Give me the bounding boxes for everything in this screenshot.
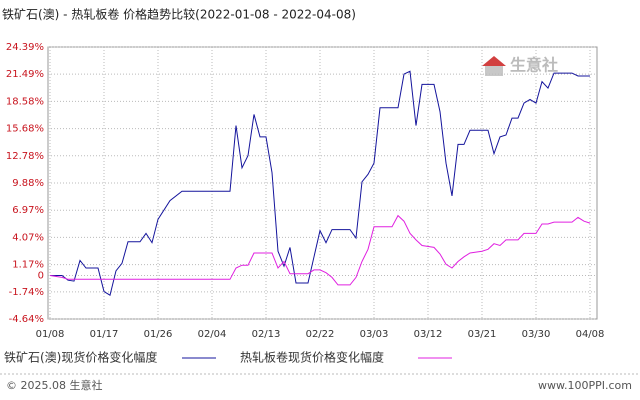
x-tick-label: 01/26: [144, 329, 173, 340]
x-tick-label: 01/08: [36, 329, 65, 340]
y-tick-label: 9.88%: [12, 178, 44, 189]
y-tick-label: 4.07%: [12, 232, 44, 243]
y-tick-label: 0: [38, 271, 44, 282]
plot-frame: [47, 46, 598, 320]
y-tick-label: 6.97%: [12, 205, 44, 216]
y-tick-label: 18.58%: [6, 96, 44, 107]
footer-copyright: © 2025.08 生意社: [6, 378, 102, 392]
series-line: [49, 214, 591, 286]
x-tick-label: 01/17: [90, 329, 119, 340]
chart-title: 铁矿石(澳) - 热轧板卷 价格趋势比较(2022-01-08 - 2022-0…: [2, 7, 356, 22]
x-tick-label: 03/12: [414, 329, 443, 340]
y-tick-label: 24.39%: [6, 42, 44, 53]
y-tick-label: -1.74%: [9, 287, 44, 298]
x-tick-label: 03/21: [468, 329, 497, 340]
x-tick-label: 04/08: [576, 329, 605, 340]
y-tick-label: 21.49%: [6, 69, 44, 80]
watermark: 生意社: [510, 56, 558, 75]
watermark-logo: 生意社: [482, 56, 558, 76]
y-tick-label: -4.64%: [9, 314, 44, 325]
legend-label: 铁矿石(澳)现货价格变化幅度: [4, 350, 157, 365]
x-tick-label: 03/03: [360, 329, 389, 340]
y-tick-label: 1.17%: [12, 260, 44, 271]
y-tick-label: 15.68%: [6, 124, 44, 135]
x-tick-label: 02/04: [198, 329, 227, 340]
y-tick-label: 12.78%: [6, 151, 44, 162]
footer-site: www.100PPI.com: [538, 379, 632, 392]
series-line: [50, 70, 590, 296]
x-tick-label: 03/30: [522, 329, 551, 340]
x-tick-label: 02/22: [306, 329, 335, 340]
x-tick-label: 02/13: [252, 329, 281, 340]
legend-label: 热轧板卷现货价格变化幅度: [240, 350, 384, 365]
